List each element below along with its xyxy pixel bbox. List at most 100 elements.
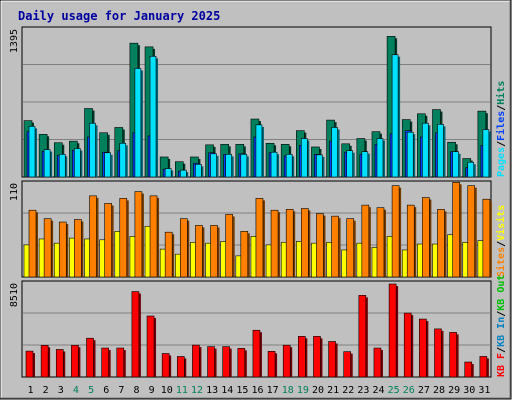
- pages-bar: [89, 122, 98, 178]
- kb-bar: [55, 349, 66, 378]
- pages-bar: [467, 161, 476, 178]
- kb-bar-face: [479, 356, 488, 378]
- day-label: 19: [297, 385, 309, 396]
- sites-bar-face: [134, 191, 143, 278]
- day-label: 30: [463, 385, 475, 396]
- sites-bar-face: [240, 231, 249, 278]
- pages-bar: [58, 154, 68, 178]
- kb-bar: [40, 345, 51, 378]
- sites-bar: [225, 214, 235, 278]
- day-label: 29: [448, 385, 460, 396]
- pages-bar-face: [391, 54, 399, 178]
- pages-bar-face: [301, 138, 308, 178]
- pages-bar: [225, 154, 234, 178]
- kb-bar-face: [55, 349, 64, 378]
- kb-bar-face: [358, 295, 367, 378]
- legend-entry-2: Files: [495, 111, 507, 141]
- kb-bar-face: [25, 350, 34, 378]
- legend-entry-1: /: [496, 141, 507, 147]
- pages-bar: [240, 154, 249, 178]
- kb-bar-face: [237, 348, 246, 378]
- sites-bar: [452, 182, 462, 278]
- pages-bar: [43, 149, 53, 178]
- pages-bar-face: [361, 151, 369, 178]
- sites-bar-face: [74, 219, 82, 278]
- sites-bar: [43, 218, 54, 278]
- sites-bar: [391, 185, 402, 278]
- sites-bar-face: [301, 208, 309, 278]
- kb-bar-face: [252, 329, 261, 378]
- sites-bar-face: [361, 204, 370, 278]
- panel-kbytes-legend: KB F/KB In/KB Out: [496, 275, 507, 377]
- kb-bar-face: [222, 346, 230, 378]
- sites-bar-face: [437, 209, 445, 278]
- day-label: 13: [206, 385, 218, 396]
- kb-bar: [464, 361, 474, 378]
- legend-entry-0: KB F: [496, 353, 507, 377]
- day-label: 2: [43, 385, 49, 396]
- sites-bar: [164, 231, 175, 278]
- legend-entry-4: KB Out: [496, 275, 507, 311]
- kb-bar: [237, 348, 247, 378]
- pages-bar-face: [346, 150, 354, 178]
- pages-bar: [331, 127, 340, 178]
- sites-bar: [361, 204, 371, 278]
- day-label: 24: [373, 385, 385, 396]
- pages-bar: [285, 154, 295, 178]
- sites-bar-face: [376, 207, 385, 278]
- kb-bar-face: [403, 312, 412, 378]
- pages-bar: [270, 151, 280, 178]
- pages-bar-face: [452, 151, 459, 178]
- pages-bar: [301, 138, 310, 178]
- sites-bar: [406, 204, 417, 278]
- kb-bar: [449, 332, 459, 378]
- pages-bar-face: [437, 124, 444, 178]
- day-label: 10: [161, 385, 173, 396]
- pages-bar-face: [74, 148, 81, 178]
- day-label: 6: [103, 385, 109, 396]
- pages-bar-face: [376, 138, 384, 178]
- kb-bar-face: [298, 336, 306, 378]
- legend-entry-1: /: [496, 241, 507, 247]
- pages-bar: [119, 142, 128, 178]
- kb-bar-face: [388, 283, 397, 378]
- pages-bar: [179, 169, 189, 178]
- sites-bar-face: [164, 231, 173, 278]
- kb-bar-face: [192, 344, 200, 378]
- pages-bar-face: [406, 131, 414, 178]
- pages-bar-face: [89, 122, 96, 178]
- sites-bar-face: [149, 195, 158, 278]
- pages-bar-face: [43, 149, 51, 178]
- day-label: 22: [342, 385, 354, 396]
- kb-bar: [252, 329, 262, 378]
- pages-bar-face: [164, 168, 172, 178]
- kb-bar-face: [373, 347, 382, 378]
- kb-bar: [101, 347, 111, 378]
- kb-bar: [71, 345, 81, 378]
- pages-bar-face: [422, 122, 429, 178]
- kb-bar-face: [116, 347, 125, 378]
- panel-kbytes-ymax-label: 8510: [9, 283, 20, 307]
- sites-bar: [89, 195, 99, 278]
- sites-bar-face: [28, 209, 37, 278]
- day-label: 27: [418, 385, 430, 396]
- kb-bar: [343, 351, 353, 378]
- legend-entry-4: Hits: [495, 81, 507, 105]
- panel-hits-files-pages-bars: [23, 36, 491, 178]
- kb-bar: [419, 318, 429, 378]
- pages-bar: [391, 54, 401, 178]
- day-label: 20: [312, 385, 324, 396]
- pages-bar-face: [179, 169, 187, 178]
- day-label: 16: [251, 385, 263, 396]
- pages-bar-face: [255, 124, 263, 178]
- panel-visits-sites-ymax-label: 110: [9, 183, 20, 201]
- pages-bar-face: [270, 151, 278, 178]
- sites-bar: [316, 213, 326, 278]
- legend-entry-0: Pages: [496, 147, 507, 177]
- sites-bar-face: [482, 198, 491, 278]
- pages-bar-face: [240, 154, 248, 178]
- sites-bar: [437, 209, 447, 278]
- pages-bar: [361, 151, 370, 178]
- kb-bar: [373, 347, 383, 378]
